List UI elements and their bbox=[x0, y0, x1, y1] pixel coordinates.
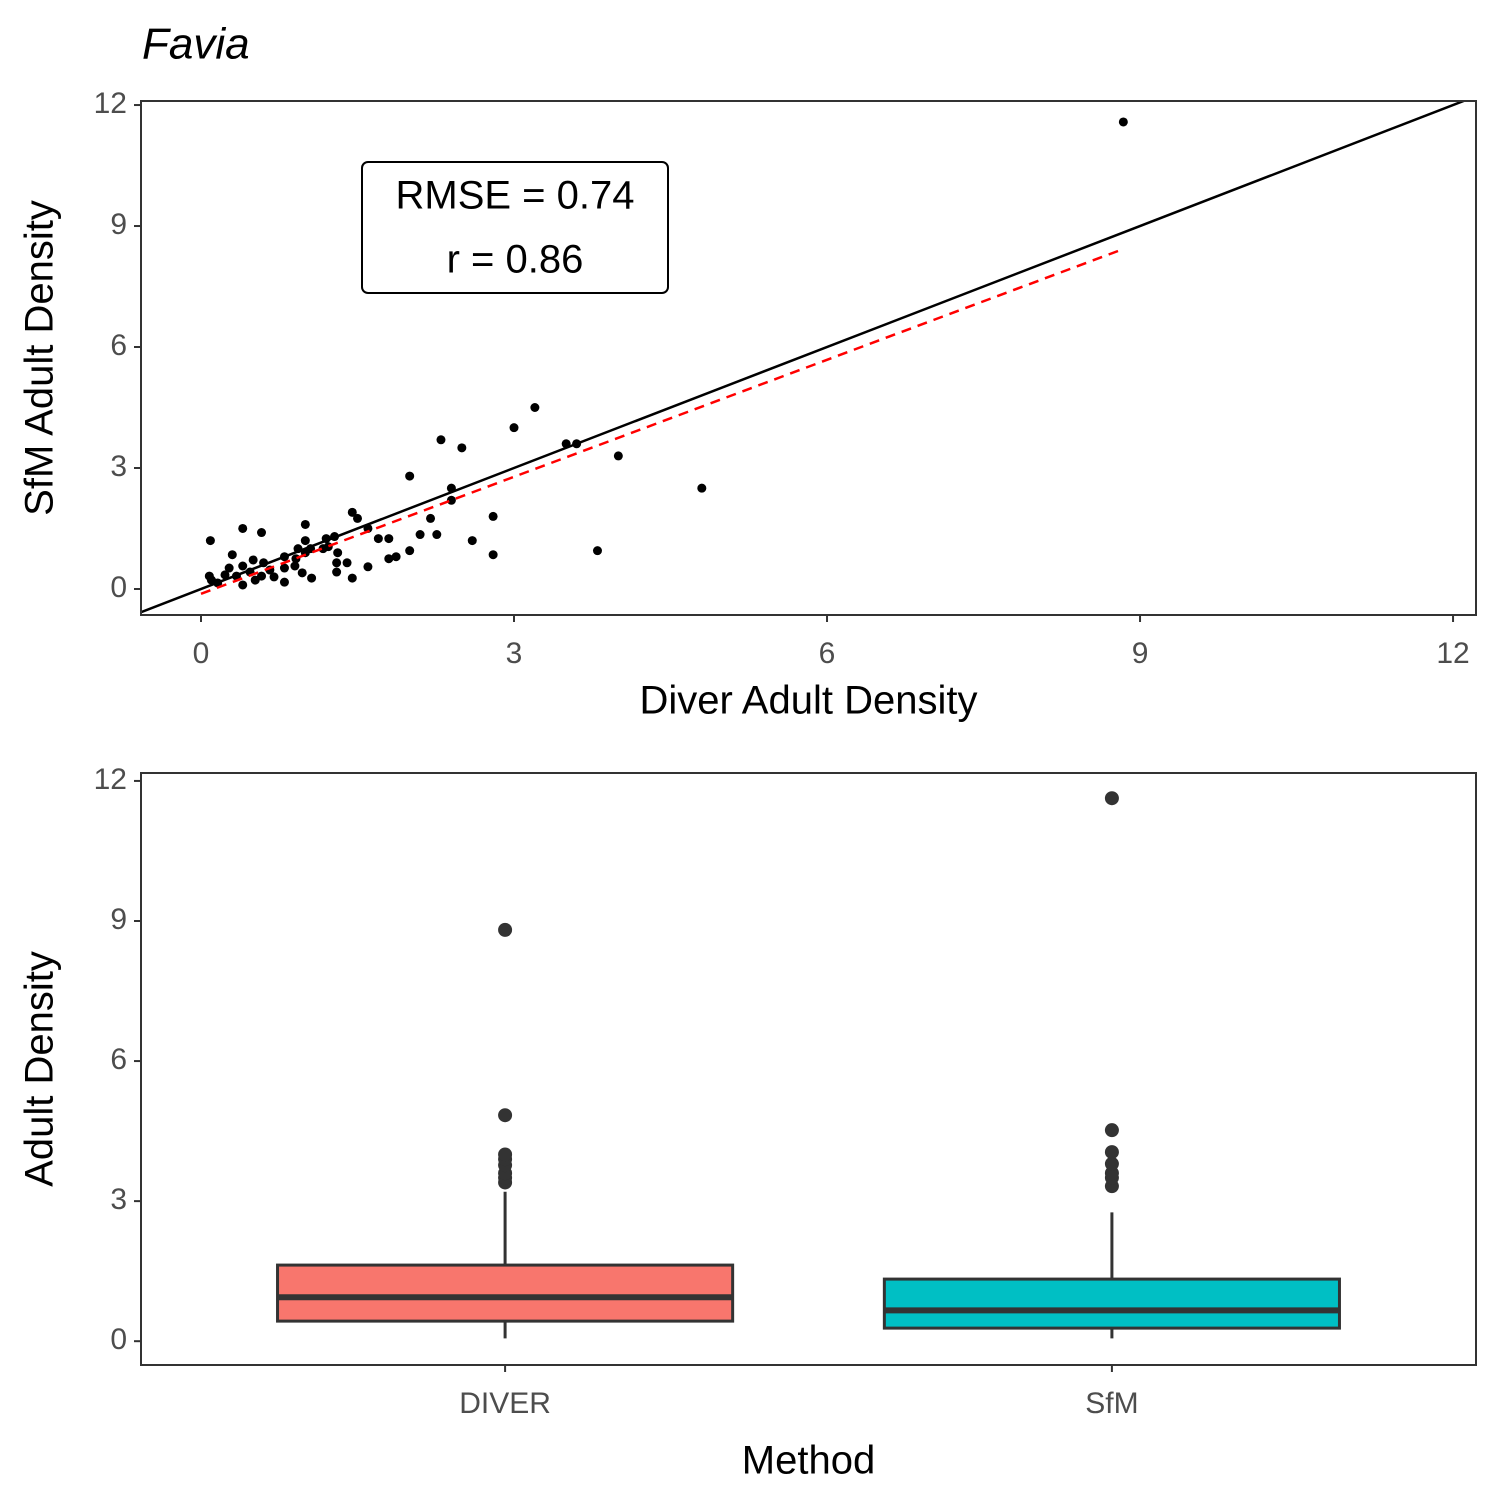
point bbox=[488, 511, 498, 521]
point bbox=[332, 567, 342, 577]
outlier bbox=[1104, 791, 1119, 806]
point bbox=[697, 483, 707, 493]
y-tick-label: 0 bbox=[110, 571, 127, 604]
point bbox=[238, 561, 248, 571]
point bbox=[290, 561, 300, 571]
x-tick-label: 12 bbox=[1436, 637, 1469, 670]
y-tick-label: 0 bbox=[110, 1323, 127, 1356]
point bbox=[384, 554, 394, 564]
y-tick-label: 6 bbox=[110, 1043, 127, 1076]
chart-title: Favia bbox=[142, 20, 250, 69]
point bbox=[457, 443, 467, 453]
panel-border bbox=[140, 772, 1477, 1366]
point bbox=[384, 534, 394, 544]
point bbox=[405, 471, 415, 481]
fit-line bbox=[200, 247, 1124, 595]
plot-area bbox=[141, 101, 1467, 614]
point bbox=[220, 570, 230, 580]
point bbox=[238, 523, 248, 533]
point bbox=[467, 536, 477, 546]
point bbox=[347, 573, 357, 583]
point bbox=[269, 572, 279, 582]
box bbox=[882, 1277, 1341, 1330]
point bbox=[530, 403, 540, 413]
y-tick-label: 3 bbox=[110, 1183, 127, 1216]
point bbox=[227, 550, 237, 560]
point bbox=[426, 513, 436, 523]
point bbox=[488, 550, 498, 560]
annotation-box bbox=[361, 161, 669, 294]
point bbox=[205, 536, 215, 546]
point bbox=[592, 546, 602, 556]
point bbox=[436, 435, 446, 445]
x-tick-label: 6 bbox=[819, 637, 836, 670]
point bbox=[279, 563, 289, 573]
point bbox=[279, 577, 289, 587]
point bbox=[373, 534, 383, 544]
outlier bbox=[498, 1108, 513, 1123]
outlier bbox=[1104, 1145, 1119, 1160]
outlier bbox=[498, 922, 513, 937]
x-axis-label: Diver Adult Density bbox=[640, 679, 978, 723]
point bbox=[363, 562, 373, 572]
point bbox=[297, 568, 307, 578]
point bbox=[300, 519, 310, 529]
x-axis-label: Method bbox=[742, 1439, 875, 1483]
y-tick-label: 6 bbox=[110, 329, 127, 362]
x-tick-label: 3 bbox=[506, 637, 523, 670]
y-tick-label: 9 bbox=[110, 903, 127, 936]
outlier bbox=[1104, 1156, 1119, 1171]
point bbox=[1118, 117, 1128, 127]
annotation: r = 0.86 bbox=[447, 238, 584, 282]
annotation: RMSE = 0.74 bbox=[395, 174, 634, 218]
x-tick-label: SfM bbox=[1085, 1387, 1138, 1420]
point bbox=[432, 530, 442, 540]
x-tick-label: 9 bbox=[1132, 637, 1149, 670]
point bbox=[613, 451, 623, 461]
point bbox=[224, 563, 234, 573]
point bbox=[415, 530, 425, 540]
outlier bbox=[498, 1147, 513, 1162]
point bbox=[342, 558, 352, 568]
panel-border bbox=[140, 100, 1477, 616]
y-tick-label: 9 bbox=[110, 208, 127, 241]
x-tick-label: 0 bbox=[193, 637, 210, 670]
point bbox=[446, 495, 456, 505]
outlier bbox=[1104, 1123, 1119, 1138]
point bbox=[332, 558, 342, 568]
point bbox=[405, 546, 415, 556]
point bbox=[307, 573, 317, 583]
y-tick-label: 12 bbox=[94, 763, 127, 796]
y-axis-label: SfM Adult Density bbox=[18, 200, 62, 516]
box bbox=[276, 1263, 735, 1323]
point bbox=[391, 552, 401, 562]
point bbox=[248, 555, 258, 565]
point bbox=[353, 513, 363, 523]
point bbox=[333, 548, 343, 558]
point bbox=[509, 423, 519, 433]
y-tick-label: 12 bbox=[94, 87, 127, 120]
point bbox=[206, 575, 216, 585]
identity-line bbox=[141, 101, 1467, 614]
point bbox=[257, 528, 267, 538]
point bbox=[347, 507, 357, 517]
y-tick-label: 3 bbox=[110, 450, 127, 483]
point bbox=[250, 575, 260, 585]
y-axis-label: Adult Density bbox=[18, 951, 62, 1187]
point bbox=[323, 542, 333, 552]
x-tick-label: DIVER bbox=[459, 1387, 551, 1420]
point bbox=[238, 580, 248, 590]
point bbox=[300, 536, 310, 546]
